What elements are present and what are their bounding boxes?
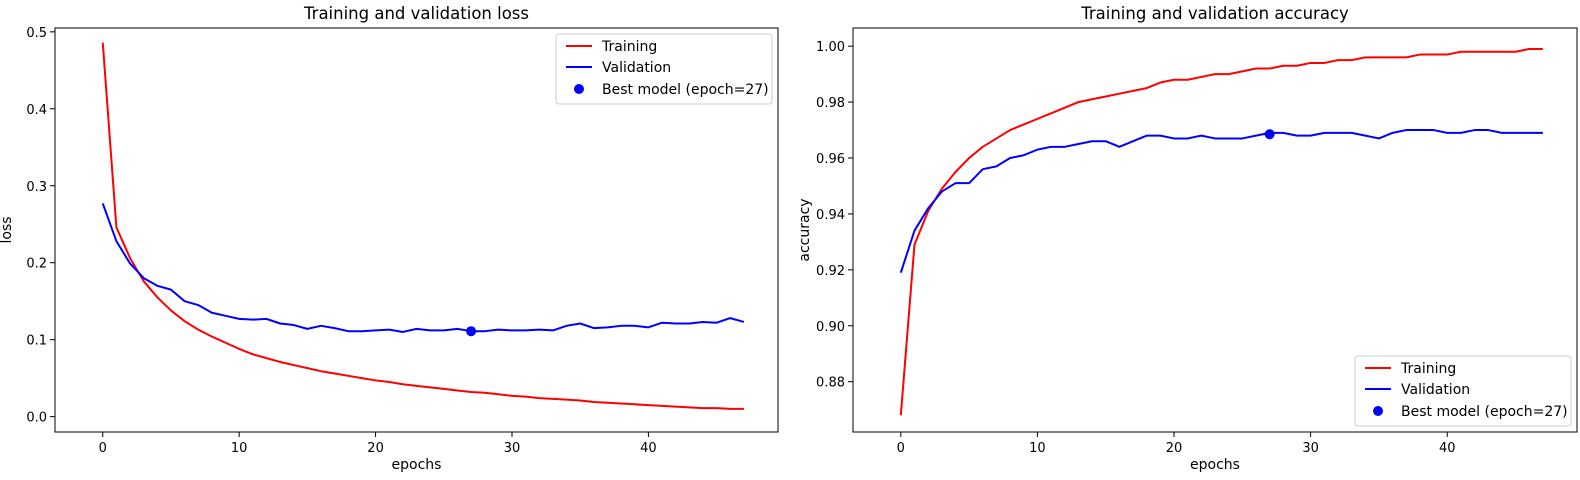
best-model-point xyxy=(466,326,477,337)
y-tick-label: 0.3 xyxy=(26,180,47,195)
chart-title: Training and validation loss xyxy=(303,4,529,23)
axes-frame xyxy=(54,27,779,433)
legend: Training Validation Best model (epoch=27) xyxy=(555,33,773,105)
chart-title: Training and validation accuracy xyxy=(1080,4,1349,23)
axes-frame xyxy=(852,27,1578,433)
legend-label-validation: Validation xyxy=(602,60,671,76)
legend-label-best-model: Best model (epoch=27) xyxy=(1401,404,1568,420)
series-line-training xyxy=(101,42,744,410)
series-line-validation xyxy=(101,203,745,333)
y-tick-label: 1.00 xyxy=(816,40,845,55)
x-tick-label: 10 xyxy=(231,441,248,456)
legend-label-training: Training xyxy=(1400,361,1456,377)
y-axis-label: accuracy xyxy=(797,198,813,261)
legend-label-validation: Validation xyxy=(1401,382,1470,398)
x-tick-label: 30 xyxy=(1302,441,1319,456)
legend-box xyxy=(1354,355,1572,427)
chart-panel-2: 0 10 20 30 40 0.88 0.90 0.92 0.94 0.96 0.98 1.00 Tra… xyxy=(797,4,1578,473)
x-tick-label: 20 xyxy=(1166,441,1183,456)
x-tick-label: 10 xyxy=(1029,441,1046,456)
x-axis-label: epochs xyxy=(1190,457,1240,473)
y-tick-label: 0.94 xyxy=(816,208,845,223)
x-tick-label: 20 xyxy=(367,441,384,456)
y-tick-label: 0.4 xyxy=(26,103,47,118)
x-tick-label: 30 xyxy=(504,441,521,456)
y-tick-label: 0.0 xyxy=(26,411,47,426)
x-tick-label: 40 xyxy=(1439,441,1456,456)
y-axis-label: loss xyxy=(0,216,15,243)
series-line-training xyxy=(899,47,1543,416)
y-tick-label: 0.92 xyxy=(816,264,845,279)
legend-label-training: Training xyxy=(601,39,657,55)
y-tick-label: 0.2 xyxy=(26,257,47,272)
series-line-validation xyxy=(899,129,1543,273)
best-model-point xyxy=(1264,129,1275,140)
legend-label-best-model: Best model (epoch=27) xyxy=(602,82,769,98)
legend: Training Validation Best model (epoch=27) xyxy=(1354,355,1572,427)
x-tick-label: 0 xyxy=(897,441,905,456)
legend-swatch-best-model xyxy=(1373,406,1383,416)
y-tick-label: 0.5 xyxy=(26,26,47,41)
y-tick-label: 0.1 xyxy=(26,334,47,349)
legend-box xyxy=(555,33,773,105)
y-tick-label: 0.88 xyxy=(816,376,845,391)
y-tick-label: 0.98 xyxy=(816,96,845,111)
x-tick-label: 0 xyxy=(99,441,107,456)
y-tick-label: 0.96 xyxy=(816,152,845,167)
x-axis-label: epochs xyxy=(392,457,442,473)
x-tick-label: 40 xyxy=(640,441,657,456)
chart-panel-1: 0 10 20 30 40 0.0 0.1 0.2 0.3 0.4 0.5 Training and … xyxy=(0,4,779,473)
legend-swatch-best-model xyxy=(574,84,584,94)
y-tick-label: 0.90 xyxy=(816,320,845,335)
